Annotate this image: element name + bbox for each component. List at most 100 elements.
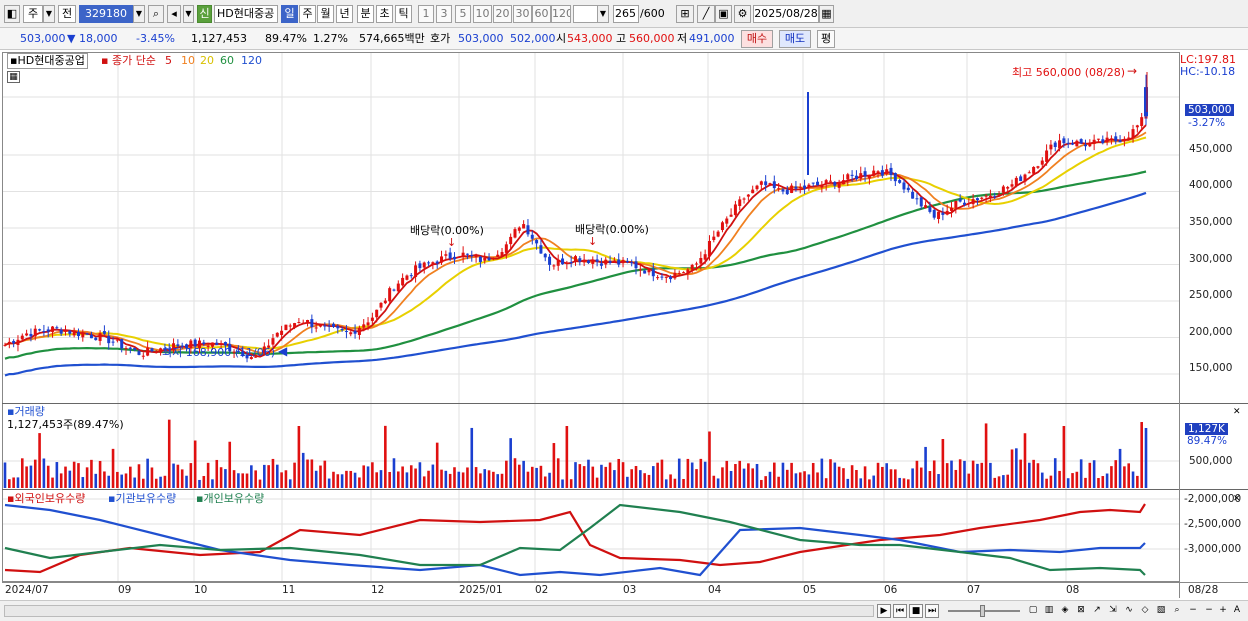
tool-icon-6[interactable]: ⇲ (1109, 605, 1117, 615)
candle-body (526, 225, 530, 235)
tool-icon-4[interactable]: ⊠ (1077, 605, 1085, 615)
search-icon[interactable]: ⌕ (148, 5, 164, 23)
period-minute-tab[interactable]: 분 (357, 5, 374, 23)
gear-icon[interactable]: ⚙ (734, 5, 751, 23)
chart-navigation-bar: ▶ ⏮ ■ ⏭ ▢ ▥ ◈ ⊠ ↗ ⇲ ∿ ◇ ▧ ⌕ − − + A (0, 600, 1248, 621)
volume-value: 1,127,453 (191, 32, 247, 45)
zoom-in-icon[interactable]: + (1219, 605, 1227, 615)
table-toggle-icon[interactable]: ▦ (7, 71, 20, 83)
tool-icon-9[interactable]: ▧ (1156, 605, 1166, 615)
speaker-icon[interactable]: ◂ (167, 5, 181, 23)
legend-individual-text: 개인보유수량 (203, 492, 265, 505)
legend-foreign: ▪외국인보유수량 (7, 492, 86, 505)
step-120-button[interactable]: 120 (551, 5, 571, 23)
step-3-button[interactable]: 3 (436, 5, 452, 23)
tool-icon-5[interactable]: ↗ (1093, 605, 1101, 615)
candlesticks (3, 74, 1148, 363)
date-input[interactable]: 2025/08/28 (753, 5, 819, 23)
zoom-slider-handle[interactable] (980, 605, 985, 617)
market-select[interactable]: 주 (23, 5, 43, 23)
volume-bar (695, 469, 698, 488)
chart-tools-icon[interactable]: ⊞ (676, 5, 694, 23)
sell-button[interactable]: 매도 (779, 30, 811, 48)
horizontal-scrollbar[interactable] (4, 605, 874, 617)
scroll-first-icon[interactable]: ⏮ (893, 604, 907, 618)
zoom-icon[interactable]: ⌕ (1174, 605, 1180, 615)
period-month-tab[interactable]: 월 (317, 5, 334, 23)
candle-body (500, 252, 504, 257)
candle-body (733, 204, 737, 216)
stop-icon[interactable]: ■ (909, 604, 923, 618)
tool-icon-8[interactable]: ◇ (1141, 605, 1149, 615)
scroll-right-icon[interactable]: ▶ (877, 604, 891, 618)
candle-body (379, 302, 383, 308)
candle-body (682, 272, 686, 274)
period-second-tab[interactable]: 초 (376, 5, 393, 23)
volume-bar (1062, 426, 1066, 488)
font-size-icon[interactable]: A (1233, 605, 1241, 615)
legend-institution: ▪기관보유수량 (108, 492, 177, 505)
save-icon[interactable]: ▣ (715, 5, 732, 23)
holding-close-icon[interactable]: ✕ (1233, 494, 1241, 504)
stock-legend-name[interactable]: ▪HD현대중공업 (7, 53, 88, 69)
candle-body (414, 265, 418, 278)
tool-icon-2[interactable]: ▥ (1044, 605, 1054, 615)
period-year-tab[interactable]: 년 (336, 5, 353, 23)
tool-icon-7[interactable]: ∿ (1125, 605, 1133, 615)
step-20-button[interactable]: 20 (493, 5, 512, 23)
period-day-tab[interactable]: 일 (281, 5, 298, 23)
line-tools-icon[interactable]: ╱ (697, 5, 715, 23)
candle-body (846, 174, 850, 180)
candle-body (1135, 125, 1139, 128)
count-max-label: /600 (640, 7, 665, 20)
stock-code-input[interactable]: 329180 (79, 5, 133, 23)
tool-icon-3[interactable]: ◈ (1061, 605, 1069, 615)
eval-button[interactable]: 평 (817, 30, 835, 48)
candle-body (1062, 138, 1066, 144)
step-1-button[interactable]: 1 (418, 5, 434, 23)
volume-bar (773, 462, 776, 488)
volume-bar (1040, 472, 1044, 488)
stock-chart[interactable] (0, 50, 1248, 600)
zoom-minus-icon[interactable]: − (1205, 605, 1213, 615)
window-menu-icon[interactable]: ◧ (4, 5, 20, 23)
speaker-dropdown-icon[interactable]: ▼ (183, 5, 194, 23)
volume-bar (548, 472, 551, 488)
period-tick-tab[interactable]: 틱 (395, 5, 412, 23)
step-60-button[interactable]: 60 (532, 5, 551, 23)
volume-bar (1053, 458, 1057, 488)
buy-button[interactable]: 매수 (741, 30, 773, 48)
candle-body (621, 259, 625, 264)
scroll-last-icon[interactable]: ⏭ (925, 604, 939, 618)
zoom-out-icon[interactable]: − (1189, 605, 1197, 615)
step-dropdown-icon[interactable]: ▼ (597, 5, 609, 23)
period-week-tab[interactable]: 주 (299, 5, 316, 23)
prefix-button[interactable]: 전 (58, 5, 76, 23)
candle-body (509, 236, 513, 245)
price-change-pct: -3.45% (136, 32, 175, 45)
candle-body (543, 253, 547, 258)
volume-bar (1028, 462, 1031, 488)
step-10-button[interactable]: 10 (473, 5, 492, 23)
volume-bar (505, 460, 508, 488)
tool-icon-1[interactable]: ▢ (1028, 605, 1038, 615)
x-label-02: 02 (535, 584, 549, 596)
candle-body (638, 269, 642, 271)
volume-bar (176, 464, 180, 488)
volume-bar (613, 470, 616, 488)
count-input[interactable]: 265 (613, 5, 639, 23)
ma-legend-title-text: 종가 단순 (111, 54, 156, 67)
code-dropdown-icon[interactable]: ▼ (133, 5, 145, 23)
volume-close-icon[interactable]: ✕ (1233, 407, 1241, 417)
candle-body (513, 229, 517, 238)
volume-bar (232, 470, 236, 488)
volume-bar (811, 462, 815, 488)
volume-bar (989, 462, 992, 488)
volume-bar (738, 460, 742, 488)
step-30-button[interactable]: 30 (513, 5, 532, 23)
market-dropdown-icon[interactable]: ▼ (43, 5, 55, 23)
candle-body (945, 210, 949, 215)
step-5-button[interactable]: 5 (455, 5, 471, 23)
volume-bar (945, 463, 949, 488)
calendar-icon[interactable]: ▦ (819, 5, 834, 23)
